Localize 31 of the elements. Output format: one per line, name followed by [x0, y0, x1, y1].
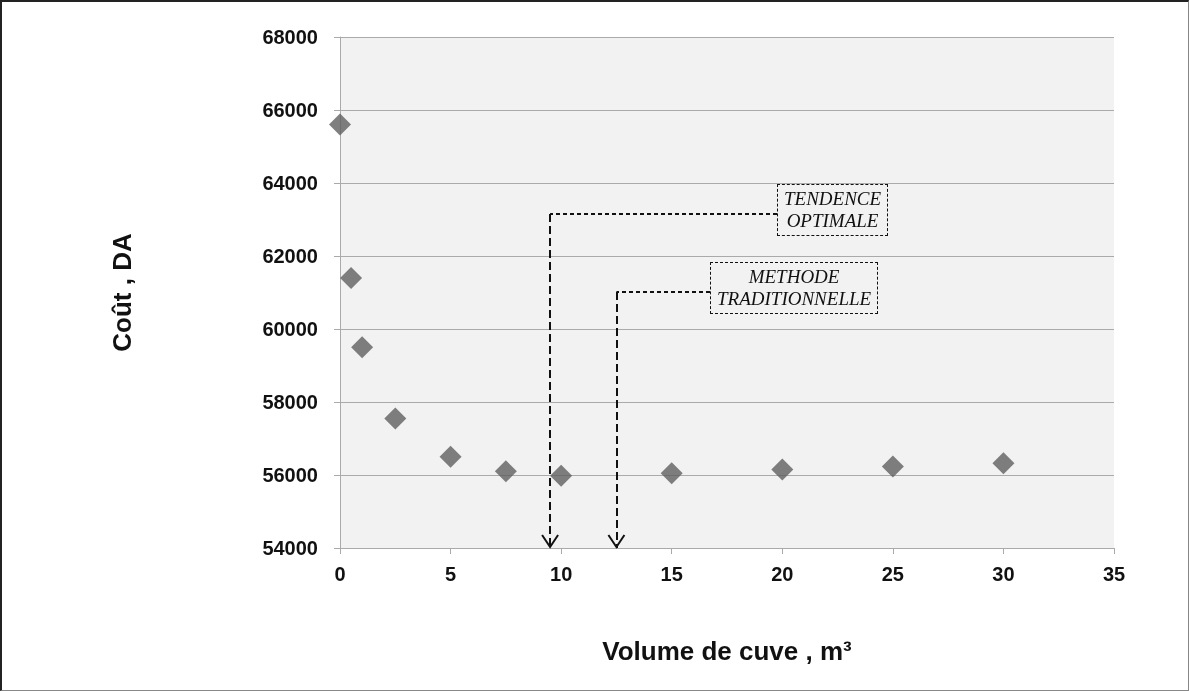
y-tick-label: 68000	[262, 26, 318, 48]
x-tick-label: 5	[445, 563, 457, 585]
y-tick-label: 64000	[262, 172, 318, 194]
point	[660, 462, 683, 485]
y-axis-title: Coût , DA	[107, 233, 137, 352]
x-tick-label: 0	[334, 563, 346, 585]
point	[384, 407, 407, 430]
y-tick-label: 60000	[262, 318, 318, 340]
point	[550, 464, 573, 487]
x-tick-label: 30	[992, 563, 1015, 585]
x-tick-label: 10	[550, 563, 573, 585]
note-box: TENDENCE OPTIMALE	[777, 184, 889, 236]
point	[992, 452, 1015, 475]
point	[881, 455, 904, 478]
point	[351, 336, 374, 359]
y-tick-label: 56000	[262, 464, 318, 486]
point	[340, 266, 363, 289]
y-tick-label: 58000	[262, 391, 318, 413]
point	[771, 458, 794, 481]
x-tick-label: 25	[881, 563, 904, 585]
y-tick-label: 62000	[262, 245, 318, 267]
point	[329, 113, 351, 136]
point	[439, 445, 462, 468]
x-tick-label: 35	[1102, 563, 1126, 585]
x-tick-label: 20	[771, 563, 794, 585]
x-tick-label: 15	[660, 563, 683, 585]
point	[494, 460, 517, 483]
note-box: METHODE TRADITIONNELLE	[710, 262, 879, 314]
x-axis-title: Volume de cuve , m³	[602, 636, 853, 666]
y-tick-label: 54000	[262, 537, 318, 559]
y-tick-label: 66000	[262, 99, 318, 121]
